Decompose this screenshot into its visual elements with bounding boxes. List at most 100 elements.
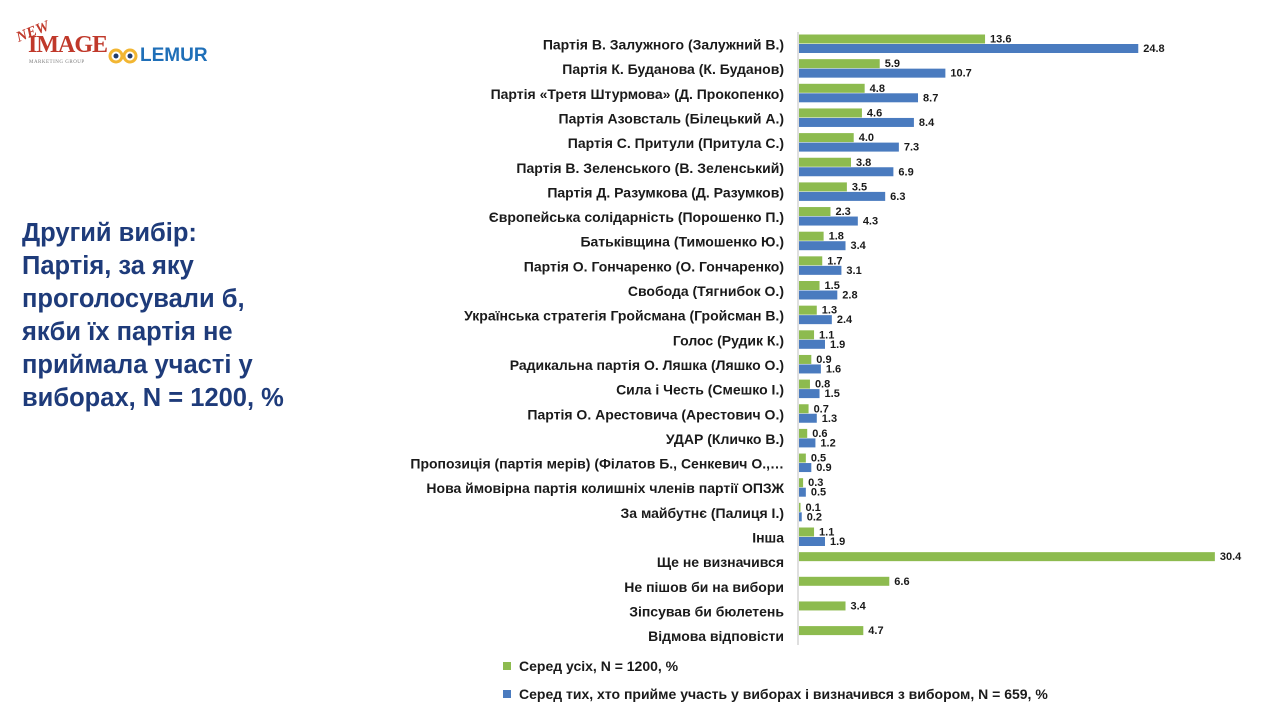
data-label-voters: 1.9 — [830, 536, 845, 548]
bar-voters — [799, 463, 812, 473]
data-label-all: 1.1 — [819, 329, 834, 341]
data-label-all: 0.8 — [815, 379, 830, 391]
category-label: Партія «Третя Штурмова» (Д. Прокопенко) — [491, 86, 784, 102]
legend-label-all: Серед усіх, N = 1200, % — [519, 657, 679, 674]
data-label-all: 1.3 — [822, 305, 837, 317]
bar-all — [799, 601, 846, 611]
bar-voters — [799, 512, 802, 522]
bar-voters — [799, 167, 894, 177]
data-label-all: 4.0 — [859, 132, 874, 144]
category-label: Голос (Рудик К.) — [673, 332, 784, 348]
data-label-all: 3.4 — [851, 600, 867, 612]
category-label: Партія В. Зеленського (В. Зеленський) — [516, 160, 784, 176]
data-label-all: 13.6 — [990, 34, 1011, 46]
data-label-voters: 0.5 — [811, 487, 826, 499]
bar-all — [799, 34, 986, 44]
legend-label-voters: Серед тих, хто прийме участь у виборах і… — [519, 685, 1048, 702]
category-label: Нова ймовірна партія колишніх членів пар… — [426, 480, 784, 496]
data-label-voters: 1.2 — [820, 437, 835, 449]
new-image-logo: IMAGE — [28, 32, 108, 58]
category-label: Партія К. Буданова (К. Буданов) — [562, 61, 784, 77]
data-label-voters: 8.4 — [919, 117, 935, 129]
bar-all — [799, 330, 815, 340]
data-label-all: 0.7 — [814, 403, 829, 415]
data-label-all: 4.8 — [870, 83, 885, 95]
bar-voters — [799, 142, 899, 152]
category-label: Радикальна партія О. Ляшка (Ляшко О.) — [510, 357, 784, 373]
bar-voters — [799, 117, 914, 127]
legend-item-all: Серед усіх, N = 1200, % — [503, 657, 1048, 674]
category-label: Європейська солідарність (Порошенко П.) — [489, 209, 784, 225]
category-label: Партія Азовсталь (Білецький А.) — [559, 110, 784, 126]
category-label: Зіпсував би бюлетень — [629, 603, 784, 619]
bar-voters — [799, 413, 817, 423]
data-label-voters: 4.3 — [863, 216, 878, 228]
data-label-all: 1.7 — [827, 255, 842, 267]
bar-voters — [799, 537, 825, 546]
bar-voters — [799, 191, 886, 201]
bar-all — [799, 502, 801, 512]
data-label-voters: 7.3 — [904, 142, 919, 154]
bar-voters — [799, 216, 858, 226]
data-label-voters: 1.5 — [825, 388, 840, 400]
category-label: Партія О. Гончаренко (О. Гончаренко) — [524, 258, 784, 274]
bar-all — [799, 576, 890, 586]
bar-all — [799, 108, 862, 118]
bar-voters — [799, 438, 816, 448]
data-label-all: 0.6 — [812, 428, 827, 440]
new-image-logo-subtitle: MARKETING GROUP — [29, 60, 85, 65]
bar-voters — [799, 364, 821, 374]
slide-title-line: виборах, N = 1200, % — [22, 384, 284, 412]
bar-voters — [799, 487, 806, 497]
lemur-eyes-icon — [108, 48, 138, 64]
data-label-voters: 1.3 — [822, 413, 837, 425]
chart-legend: Серед усіх, N = 1200, % Серед тих, хто п… — [503, 657, 1048, 713]
data-label-voters: 3.1 — [846, 265, 861, 277]
slide-title-line: приймала участі у — [22, 351, 253, 379]
bar-all — [799, 281, 820, 290]
data-label-all: 3.5 — [852, 181, 867, 193]
bar-voters — [799, 68, 946, 78]
bar-voters — [799, 241, 846, 251]
bar-all — [799, 157, 851, 167]
data-label-all: 1.1 — [819, 527, 834, 539]
data-label-all: 0.5 — [811, 453, 826, 465]
data-label-all: 4.7 — [868, 625, 883, 637]
category-label: Свобода (Тягнибок О.) — [628, 283, 784, 299]
data-label-voters: 0.9 — [816, 462, 831, 474]
bar-voters — [799, 339, 825, 349]
bar-all — [799, 83, 865, 93]
category-label: Не пішов би на вибори — [624, 579, 784, 595]
data-label-voters: 1.6 — [826, 363, 841, 375]
legend-swatch-all — [503, 661, 511, 670]
data-label-all: 2.3 — [835, 206, 850, 218]
bar-voters — [799, 389, 820, 399]
category-label: Партія Д. Разумкова (Д. Разумков) — [547, 184, 784, 200]
bar-all — [799, 59, 880, 69]
bar-all — [799, 453, 806, 463]
bar-voters — [799, 315, 832, 325]
data-label-voters: 8.7 — [923, 92, 938, 104]
bar-all — [799, 428, 808, 438]
slide-title-line: Партія, за яку — [22, 252, 194, 280]
bar-all — [799, 133, 854, 143]
bar-all — [799, 527, 815, 537]
slide-title-line: якби їх партія не — [22, 318, 233, 346]
bar-all — [799, 404, 809, 414]
legend-swatch-voters — [503, 689, 511, 698]
bar-voters — [799, 265, 842, 275]
bar-all — [799, 305, 817, 315]
data-label-all: 0.3 — [808, 477, 823, 489]
bar-all — [799, 478, 804, 488]
category-label: Батьківщина (Тимошенко Ю.) — [580, 234, 784, 250]
bar-all — [799, 626, 864, 636]
data-label-all: 0.1 — [806, 502, 821, 514]
category-label: Партія С. Притули (Притула С.) — [568, 135, 784, 151]
bar-all — [799, 354, 812, 364]
data-label-voters: 2.4 — [837, 314, 853, 326]
slide-title: Другий вибір: Партія, за яку проголосува… — [22, 217, 342, 415]
data-label-all: 3.8 — [856, 157, 871, 169]
data-label-all: 0.9 — [816, 354, 831, 366]
bar-all — [799, 182, 847, 192]
data-label-all: 30.4 — [1220, 551, 1242, 563]
